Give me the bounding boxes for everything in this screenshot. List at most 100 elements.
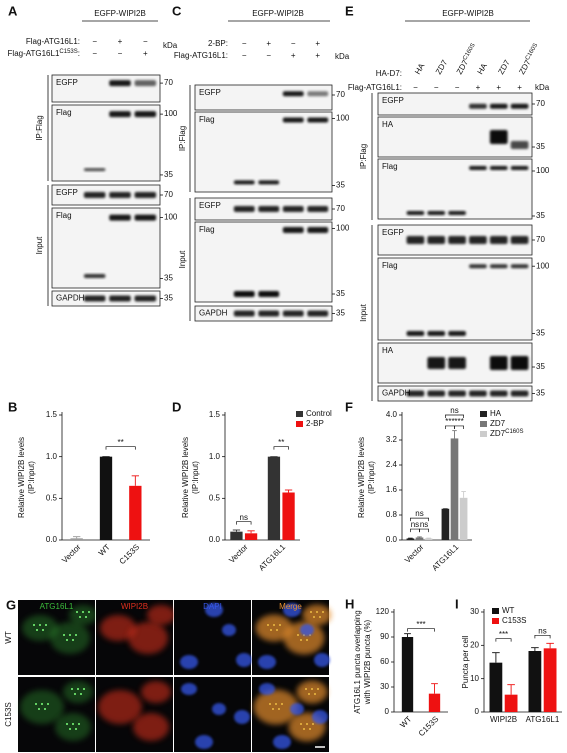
- significance-bracket: [419, 528, 429, 533]
- cell: [147, 605, 175, 625]
- legend-label: 2-BP: [306, 419, 324, 428]
- bar: [415, 537, 424, 540]
- text-part: ZD7: [434, 58, 450, 76]
- blot-frame: [377, 158, 533, 220]
- row-label: WT: [4, 631, 13, 644]
- cell: [133, 713, 169, 741]
- marker-label: 35: [536, 329, 545, 338]
- y-tick-label: 60: [380, 657, 389, 666]
- text-part: ZD7: [497, 58, 513, 76]
- punctum: [71, 688, 73, 690]
- condition-sign: −: [434, 83, 439, 92]
- blot-band: [469, 166, 487, 170]
- nucleus: [300, 624, 314, 636]
- blot-band: [448, 236, 466, 244]
- bar: [441, 508, 450, 540]
- punctum: [78, 723, 80, 725]
- condition-sign: +: [266, 39, 271, 48]
- y-axis-label: Relative WIPI2B levels: [17, 437, 26, 518]
- blot-label: EGFP: [56, 188, 78, 197]
- nucleus: [205, 603, 223, 617]
- marker-label: 35: [164, 294, 173, 303]
- lane-label: ZD7: [497, 58, 513, 76]
- micrograph-content: [181, 683, 250, 749]
- punctum: [63, 634, 65, 636]
- y-tick-label: 90: [380, 632, 389, 641]
- marker-label: 70: [336, 90, 345, 99]
- text-part: Flag-ATG16L1:: [348, 83, 402, 92]
- blot-band: [109, 80, 131, 87]
- x-tick-label: Vector: [60, 542, 83, 565]
- nucleus: [212, 703, 226, 715]
- y-tick-label: 1.5: [209, 410, 221, 419]
- panel-label: E: [345, 3, 354, 18]
- punctum: [83, 688, 85, 690]
- condition-sign: −: [291, 39, 296, 48]
- blot-label: Flag: [199, 225, 215, 234]
- blot-band: [233, 310, 255, 317]
- significance-bracket: [445, 414, 464, 418]
- nucleus: [290, 703, 304, 715]
- marker-label: 35: [536, 362, 545, 371]
- channel-label: DAPI: [203, 602, 222, 611]
- marker-label: 35: [536, 142, 545, 151]
- condition-sign: +: [315, 39, 320, 48]
- punctum: [66, 723, 68, 725]
- blot-label: GAPDH: [56, 294, 85, 303]
- condition-sign: +: [517, 83, 522, 92]
- x-tick-label: ATG16L1: [257, 542, 288, 573]
- marker-label: 70: [164, 78, 173, 87]
- blot-band: [427, 330, 446, 336]
- bar: [267, 456, 281, 540]
- text-part: HA: [476, 61, 490, 76]
- cell: [256, 615, 292, 641]
- blot-band: [406, 211, 425, 215]
- bar: [401, 637, 414, 712]
- marker-label: 35: [336, 289, 345, 298]
- blot-band: [134, 80, 157, 87]
- legend-label: HA: [490, 409, 502, 418]
- section-label: Input: [35, 236, 44, 255]
- blot-band: [258, 310, 280, 317]
- x-tick-label: WT: [97, 542, 112, 557]
- x-tick-label: C153S: [417, 715, 441, 739]
- significance-label: ns: [420, 520, 428, 529]
- legend-label: ZD7: [490, 419, 506, 428]
- punctum: [72, 723, 74, 725]
- y-tick-label: 0.0: [209, 535, 221, 544]
- significance-bracket: [445, 425, 455, 429]
- significance-bracket: [410, 517, 429, 522]
- blot-label: EGFP: [199, 201, 221, 210]
- text-part: 2-BP:: [208, 39, 228, 48]
- blot-label: EGFP: [56, 78, 78, 87]
- blot-label: EGFP: [382, 228, 404, 237]
- y-tick-label: 0: [475, 707, 480, 716]
- legend-swatch: [296, 411, 303, 417]
- legend-swatch: [296, 421, 303, 427]
- panel-label: I: [455, 596, 459, 611]
- bar: [504, 694, 518, 712]
- cell: [98, 690, 142, 724]
- cell: [20, 690, 64, 724]
- blot-header: EGFP-WIPI2B: [252, 9, 304, 18]
- blot-band: [406, 330, 425, 336]
- marker-label: 70: [536, 235, 545, 244]
- blot-band: [406, 390, 425, 397]
- kda-label: kDa: [335, 52, 350, 61]
- condition-sign: −: [92, 49, 97, 58]
- blot-band: [510, 236, 529, 244]
- micrograph-content: [98, 681, 171, 741]
- condition-sign: −: [242, 51, 247, 60]
- marker-label: 35: [536, 211, 545, 220]
- condition-label: Flag-ATG16L1:: [348, 83, 402, 92]
- marker-label: 100: [336, 114, 350, 123]
- condition-sign: +: [291, 51, 296, 60]
- cell: [69, 605, 97, 625]
- legend-swatch: [480, 421, 487, 427]
- nucleus: [236, 653, 252, 667]
- section-label: IP:Flag: [35, 115, 44, 140]
- row-label: C153S: [4, 702, 13, 726]
- blot-band: [510, 166, 529, 170]
- cell: [50, 622, 90, 654]
